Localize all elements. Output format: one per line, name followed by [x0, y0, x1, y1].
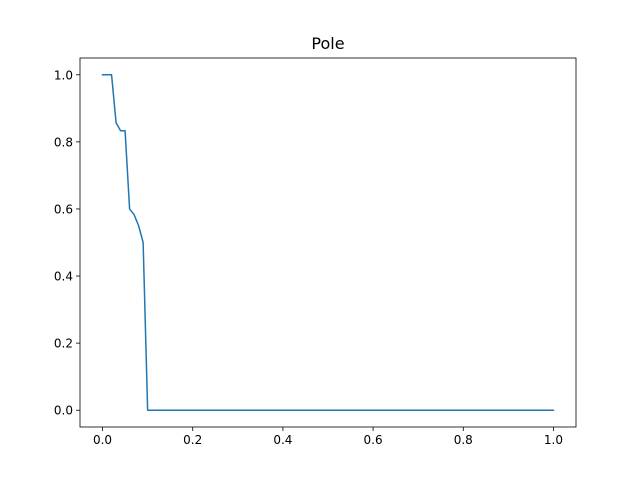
y-tick-label: 0.6	[54, 202, 73, 216]
y-tick-label: 0.0	[54, 404, 73, 418]
x-tick-label: 0.8	[454, 433, 473, 447]
axes-frame	[79, 57, 577, 428]
x-tick-label: 1.0	[544, 433, 563, 447]
y-tick-label: 0.4	[54, 270, 73, 284]
y-tick-label: 1.0	[54, 68, 73, 82]
chart-title: Pole	[311, 34, 344, 53]
y-tick-label: 0.2	[54, 337, 73, 351]
x-tick-label: 0.0	[93, 433, 112, 447]
x-tick-label: 0.6	[364, 433, 383, 447]
y-tick-label: 0.8	[54, 135, 73, 149]
x-tick-label: 0.2	[183, 433, 202, 447]
x-tick-label: 0.4	[273, 433, 292, 447]
series-line-0	[101, 74, 555, 411]
plot-area: 0.0 0.2 0.4 0.6 0.8 1.0 0.0 0.2 0.4 0.6 0.8 1.0	[54, 57, 577, 447]
